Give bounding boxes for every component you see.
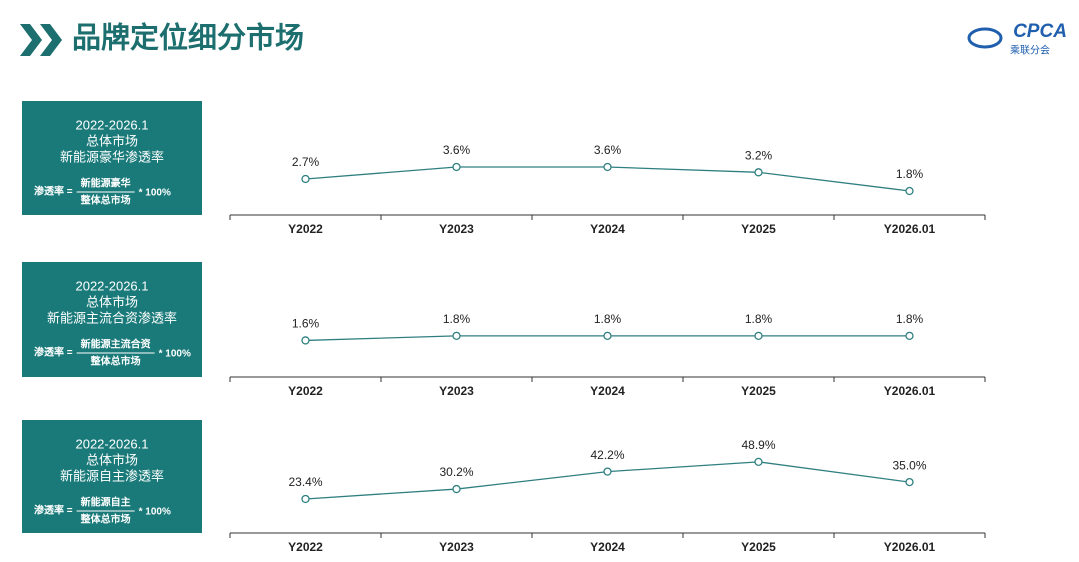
data-point: [905, 477, 914, 487]
formula-numerator: 新能源豪华: [81, 177, 131, 190]
formula-numerator: 新能源自主: [81, 496, 131, 509]
data-label: 35.0%: [892, 458, 926, 472]
data-label: 23.4%: [288, 475, 322, 489]
logo-subtext: 乘联分会: [1010, 44, 1050, 57]
x-tick-label: Y2022: [288, 540, 323, 554]
formula-lhs: 渗透率 =: [34, 504, 73, 517]
box-subtitle: 总体市场: [86, 452, 138, 467]
page-title: 品牌定位细分市场: [72, 21, 304, 55]
box-title: 2022-2026.1: [75, 436, 148, 451]
x-tick-label: Y2022: [288, 222, 323, 236]
x-tick-label: Y2026.01: [884, 222, 936, 236]
data-point: [603, 162, 612, 172]
x-tick-label: Y2023: [439, 384, 474, 398]
x-tick-label: Y2024: [590, 222, 625, 236]
data-label: 3.2%: [745, 149, 773, 163]
formula-denominator: 整体总市场: [90, 355, 141, 368]
data-point: [905, 186, 914, 196]
data-label: 48.9%: [741, 438, 775, 452]
logo-text: CPCA: [1013, 21, 1067, 42]
box-metric: 新能源自主渗透率: [60, 468, 164, 483]
data-label: 1.8%: [594, 312, 622, 326]
data-point: [301, 494, 310, 504]
data-point: [603, 467, 612, 476]
x-tick-label: Y2026.01: [884, 540, 936, 554]
chevron: [20, 24, 42, 56]
chevron: [40, 24, 62, 56]
data-label: 1.8%: [896, 167, 924, 181]
info-box: [22, 420, 202, 533]
data-point: [452, 162, 461, 172]
info-box: [22, 262, 202, 377]
x-tick-label: Y2023: [439, 222, 474, 236]
data-point: [754, 168, 763, 177]
data-label: 1.8%: [443, 312, 471, 326]
x-tick-label: Y2023: [439, 540, 474, 554]
formula-rhs: * 100%: [159, 349, 191, 360]
data-label: 30.2%: [439, 465, 473, 479]
data-label: 3.6%: [594, 143, 622, 157]
box-title: 2022-2026.1: [75, 117, 148, 132]
formula-rhs: * 100%: [139, 507, 171, 518]
box-title: 2022-2026.1: [75, 278, 148, 293]
data-point: [754, 457, 763, 467]
data-label: 3.6%: [443, 143, 471, 157]
x-tick-label: Y2025: [741, 540, 776, 554]
formula-numerator: 新能源主流合资: [81, 338, 151, 351]
formula-lhs: 渗透率 =: [34, 346, 73, 359]
data-label: 42.2%: [590, 448, 624, 462]
data-label: 2.7%: [292, 155, 320, 169]
box-metric: 新能源豪华渗透率: [60, 149, 164, 164]
x-tick-label: Y2024: [590, 384, 625, 398]
x-tick-label: Y2026.01: [884, 384, 936, 398]
box-subtitle: 总体市场: [86, 133, 138, 148]
x-tick-label: Y2022: [288, 384, 323, 398]
series-line: [305, 461, 910, 500]
data-point: [301, 174, 310, 184]
logo-mark: [967, 27, 1003, 49]
formula-denominator: 整体总市场: [80, 513, 131, 526]
data-label: 1.6%: [292, 317, 320, 331]
data-point: [754, 331, 763, 341]
x-tick-label: Y2025: [741, 384, 776, 398]
data-label: 1.8%: [745, 312, 773, 326]
box-metric: 新能源主流合资渗透率: [47, 310, 177, 325]
formula-rhs: * 100%: [139, 188, 171, 199]
data-point: [301, 336, 310, 345]
formula-denominator: 整体总市场: [80, 194, 131, 207]
box-subtitle: 总体市场: [86, 294, 138, 309]
data-point: [603, 331, 612, 341]
data-label: 1.8%: [896, 312, 924, 326]
data-point: [452, 484, 461, 494]
x-tick-label: Y2024: [590, 540, 625, 554]
x-tick-label: Y2025: [741, 222, 776, 236]
data-point: [905, 331, 914, 341]
formula-lhs: 渗透率 =: [34, 185, 73, 198]
info-box: [22, 101, 202, 215]
data-point: [452, 331, 461, 341]
